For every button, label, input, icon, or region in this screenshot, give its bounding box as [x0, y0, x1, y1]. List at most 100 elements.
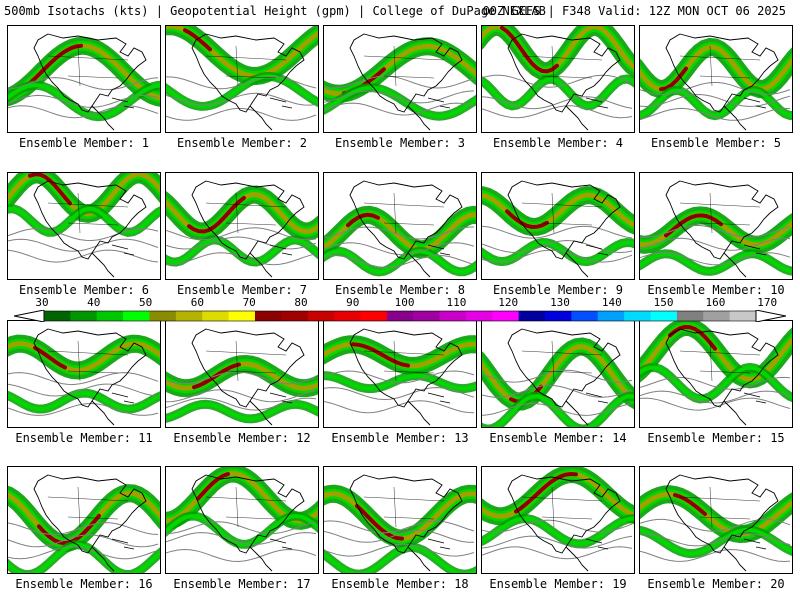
ensemble-member-label: Ensemble Member: 2: [165, 136, 319, 150]
member-prefix: Ensemble Member:: [650, 136, 774, 150]
member-number: 2: [299, 136, 308, 150]
ensemble-map: [482, 328, 634, 427]
ensemble-panel: [7, 25, 161, 133]
colorbar-swatch: [465, 311, 493, 321]
colorbar-swatch: [650, 311, 678, 321]
colorbar-tick-label: 80: [294, 296, 308, 309]
ensemble-member-label: Ensemble Member: 20: [639, 577, 793, 591]
member-prefix: Ensemble Member:: [15, 431, 139, 445]
member-prefix: Ensemble Member:: [15, 577, 139, 591]
colorbar-tick-label: 130: [550, 296, 570, 309]
member-number: 19: [612, 577, 627, 591]
ensemble-member-label: Ensemble Member: 1: [7, 136, 161, 150]
member-number: 20: [770, 577, 785, 591]
colorbar-swatch: [439, 311, 467, 321]
member-prefix: Ensemble Member:: [18, 283, 142, 297]
member-number: 17: [296, 577, 311, 591]
ensemble-panel: [639, 320, 793, 428]
member-prefix: Ensemble Member:: [173, 431, 297, 445]
ensemble-panel: [165, 466, 319, 574]
colorbar-swatch: [96, 311, 124, 321]
colorbar-swatch: [518, 311, 546, 321]
member-prefix: Ensemble Member:: [331, 577, 455, 591]
colorbar-swatch: [571, 311, 599, 321]
ensemble-panel: [323, 25, 477, 133]
colorbar-swatch: [149, 311, 177, 321]
ensemble-panel: [7, 466, 161, 574]
member-prefix: Ensemble Member:: [492, 283, 616, 297]
colorbar-swatch: [545, 311, 572, 321]
member-prefix: Ensemble Member:: [647, 283, 771, 297]
member-number: 9: [615, 283, 624, 297]
member-number: 6: [141, 283, 150, 297]
ensemble-member-label: Ensemble Member: 6: [7, 283, 161, 297]
title-run-info: 00Z GEFS | F348 Valid: 12Z MON OCT 06 20…: [482, 4, 786, 18]
colorbar-swatch: [44, 311, 71, 321]
ensemble-panel: [639, 466, 793, 574]
ensemble-map: [640, 180, 792, 278]
ensemble-map: [640, 33, 792, 131]
ensemble-panel: [165, 320, 319, 428]
member-number: 13: [454, 431, 469, 445]
colorbar-tick-label: 150: [653, 296, 674, 309]
colorbar-swatch: [413, 311, 441, 321]
ensemble-map: [8, 33, 160, 131]
ensemble-member-label: Ensemble Member: 17: [165, 577, 319, 591]
member-number: 4: [615, 136, 624, 150]
member-prefix: Ensemble Member:: [176, 283, 300, 297]
ensemble-panel: [165, 25, 319, 133]
colorbar-tick-label: 60: [190, 296, 205, 309]
colorbar-tick-label: 50: [138, 296, 153, 309]
colorbar-swatch: [360, 311, 388, 321]
member-prefix: Ensemble Member:: [647, 577, 771, 591]
colorbar-tick-label: 30: [35, 296, 49, 309]
ensemble-member-label: Ensemble Member: 7: [165, 283, 319, 297]
ensemble-member-label: Ensemble Member: 16: [7, 577, 161, 591]
member-number: 16: [138, 577, 153, 591]
colorbar-scale: [13, 309, 787, 323]
colorbar-swatch: [281, 311, 309, 321]
ensemble-map: [324, 33, 476, 131]
ensemble-panel: [165, 172, 319, 280]
colorbar-tick-label: 160: [705, 296, 726, 309]
ensemble-panel: [323, 320, 477, 428]
ensemble-member-label: Ensemble Member: 13: [323, 431, 477, 445]
ensemble-map: [324, 328, 476, 426]
colorbar-swatch: [729, 311, 757, 321]
title-product: 500mb Isotachs (kts) | Geopotential Heig…: [4, 4, 546, 18]
member-prefix: Ensemble Member:: [176, 136, 300, 150]
member-number: 14: [612, 431, 627, 445]
ensemble-member-label: Ensemble Member: 18: [323, 577, 477, 591]
ensemble-map: [8, 474, 160, 573]
ensemble-panel: [639, 172, 793, 280]
ensemble-map: [482, 180, 634, 278]
colorbar-swatch: [228, 311, 256, 321]
colorbar-swatch: [307, 311, 335, 321]
ensemble-panel: [481, 172, 635, 280]
colorbar-swatch: [703, 311, 731, 321]
ensemble-map: [166, 26, 318, 131]
ensemble-member-label: Ensemble Member: 12: [165, 431, 319, 445]
ensemble-member-label: Ensemble Member: 4: [481, 136, 635, 150]
colorbar-tick-label: 120: [498, 296, 519, 309]
member-prefix: Ensemble Member:: [173, 577, 297, 591]
colorbar-swatch: [202, 311, 230, 321]
colorbar-tick-label: 110: [446, 296, 467, 309]
ensemble-map: [166, 328, 318, 426]
ensemble-panel: [639, 25, 793, 133]
ensemble-panel: [323, 172, 477, 280]
colorbar-swatch: [676, 311, 704, 321]
ensemble-map: [640, 321, 792, 426]
member-number: 8: [457, 283, 466, 297]
ensemble-member-label: Ensemble Member: 5: [639, 136, 793, 150]
member-number: 11: [138, 431, 153, 445]
colorbar-swatch: [624, 311, 652, 321]
member-prefix: Ensemble Member:: [489, 431, 613, 445]
ensemble-map: [324, 180, 476, 278]
member-prefix: Ensemble Member:: [334, 283, 458, 297]
colorbar-swatch: [334, 311, 361, 321]
ensemble-member-label: Ensemble Member: 10: [639, 283, 793, 297]
colorbar-swatch: [386, 311, 414, 321]
ensemble-member-label: Ensemble Member: 9: [481, 283, 635, 297]
colorbar-tick-label: 140: [601, 296, 622, 309]
